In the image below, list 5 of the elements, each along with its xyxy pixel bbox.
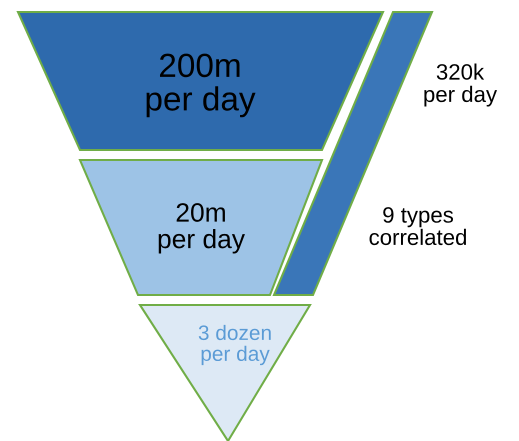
data-label: 200m per day — [146, 54, 256, 118]
text: 320k per day — [424, 63, 498, 107]
data-label: 3 dozen per day — [198, 324, 271, 366]
text: 9 types correlated — [370, 207, 466, 246]
data-label: 20m per day — [158, 203, 245, 254]
